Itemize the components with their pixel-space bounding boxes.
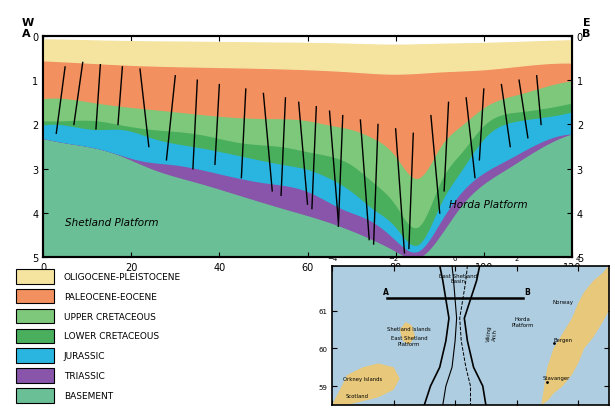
Bar [16,348,54,363]
Text: TRIASSIC: TRIASSIC [64,371,105,380]
Text: BASEMENT: BASEMENT [64,391,113,400]
Text: B: B [524,288,530,297]
Text: Shetland Platform: Shetland Platform [65,217,159,227]
Text: Miles: Miles [581,269,606,279]
Text: Horda
Platform: Horda Platform [512,316,534,327]
Bar [16,389,54,403]
Text: W: W [22,18,34,28]
Text: Orkney Islands: Orkney Islands [343,377,383,382]
Text: Shetland Islands: Shetland Islands [387,326,431,331]
Text: OLIGOCENE-PLEISTOCENE: OLIGOCENE-PLEISTOCENE [64,272,181,281]
Text: Stavanger: Stavanger [543,375,570,380]
Bar [16,309,54,324]
Text: Horda Platform: Horda Platform [448,200,527,210]
Text: Bergen: Bergen [554,337,573,342]
Text: Norway: Norway [552,299,573,304]
Bar [16,269,54,284]
Polygon shape [541,266,609,405]
Text: A: A [383,288,389,297]
Text: PALEOCENE-EOCENE: PALEOCENE-EOCENE [64,292,157,301]
Text: E: E [583,18,590,28]
Text: JURASSIC: JURASSIC [64,351,105,360]
Polygon shape [357,375,375,393]
Polygon shape [400,322,415,345]
Bar [16,369,54,383]
Polygon shape [332,364,400,405]
Text: East Shetland
Basin: East Shetland Basin [439,273,477,284]
Bar [16,329,54,344]
Text: Scotland: Scotland [345,393,368,398]
Text: LOWER CRETACEOUS: LOWER CRETACEOUS [64,332,159,341]
Text: UPPER CRETACEOUS: UPPER CRETACEOUS [64,312,156,321]
Text: Viking
Arch: Viking Arch [486,325,498,342]
Bar [16,289,54,304]
Text: A: A [22,29,30,38]
Text: B: B [582,29,590,38]
Text: East Shetland
Platform: East Shetland Platform [391,335,427,346]
